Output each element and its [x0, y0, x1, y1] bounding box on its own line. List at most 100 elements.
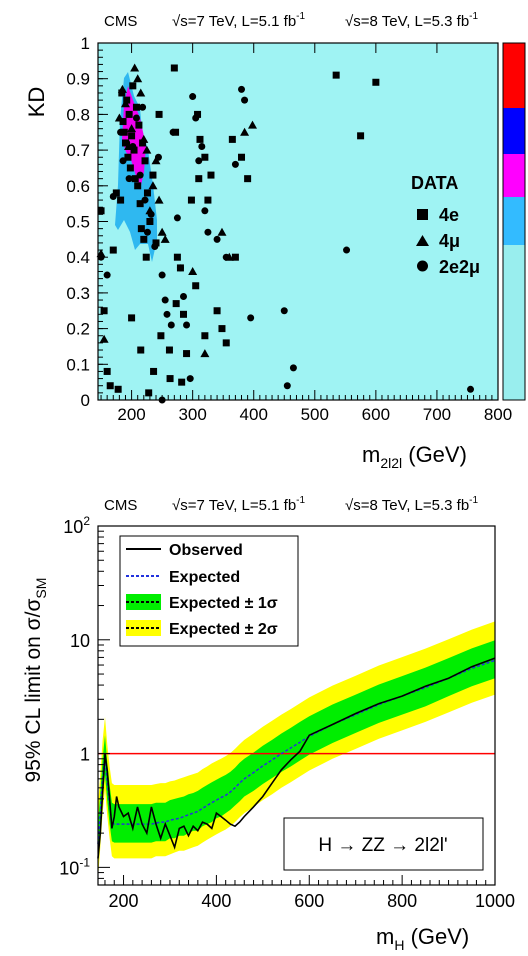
data-point-4e [165, 346, 173, 354]
data-point-4e [100, 307, 108, 315]
data-point-2e2mu [280, 307, 288, 315]
data-point-2e2mu [173, 214, 181, 222]
colorbar-segment [503, 43, 525, 108]
kd-x-axis-label: m2l2l (GeV) [362, 442, 467, 471]
limit-legend: Observed Expected Expected ± 1σ Expected… [119, 535, 299, 647]
data-point-4mu [127, 124, 137, 133]
legend-item-expected: Expected [126, 569, 240, 586]
data-point-4e [119, 118, 127, 126]
data-point-4e [170, 64, 178, 72]
data-point-4mu [200, 349, 210, 358]
data-point-4e [207, 171, 215, 179]
data-point-4e [140, 235, 148, 243]
kd-plot-background [98, 43, 498, 400]
y-tick-label: 0.7 [66, 141, 90, 160]
data-point-4mu [142, 145, 152, 154]
data-point-4e [195, 175, 203, 183]
data-point-4e [201, 153, 209, 161]
data-point-4e [114, 385, 122, 393]
data-point-2e2mu [147, 210, 155, 218]
data-point-2e2mu [143, 228, 151, 236]
expected-1sigma-band [98, 640, 495, 863]
data-point-4e [131, 175, 139, 183]
data-point-4e [166, 375, 174, 383]
data-point-4mu [130, 63, 140, 72]
data-point-4mu [160, 234, 170, 243]
data-point-2e2mu [136, 171, 144, 179]
data-point-4mu [240, 127, 250, 136]
data-point-4e [112, 189, 120, 197]
data-point-2e2mu [241, 96, 249, 104]
data-point-4e [125, 110, 133, 118]
kd-header-8tev: √s=8 TeV, L=5.3 fb-1 [345, 11, 479, 30]
data-point-4e [196, 135, 204, 143]
x-tick-label: 1000 [475, 891, 515, 911]
data-point-4e [137, 346, 145, 354]
data-point-4e [157, 332, 165, 340]
kd-panel: CMS √s=7 TeV, L=5.1 fb-1 √s=8 TeV, L=5.3… [24, 11, 526, 471]
data-point-2e2mu [343, 246, 351, 254]
kd-header-7tev: √s=7 TeV, L=5.1 fb-1 [172, 11, 306, 30]
data-point-4e [129, 82, 137, 90]
limit-header-7tev: √s=7 TeV, L=5.1 fb-1 [172, 495, 306, 514]
data-point-4mu [99, 334, 109, 343]
data-point-4e [132, 103, 140, 111]
data-point-4mu [157, 227, 167, 236]
legend-item-band1: Expected ± 1σ [126, 594, 278, 612]
limit-x-axis-label: mH (GeV) [376, 924, 469, 953]
data-point-4mu [133, 74, 143, 83]
y-tick-label: 0.1 [66, 355, 90, 374]
data-point-4e [106, 382, 114, 390]
legend-item-band2: Expected ± 2σ [126, 620, 278, 638]
legend-label: Expected [169, 569, 240, 586]
data-point-4mu [248, 120, 258, 129]
data-point-4e [179, 310, 187, 318]
data-point-2e2mu [109, 193, 117, 201]
y-tick-label: 0.5 [66, 213, 90, 232]
data-point-2e2mu [195, 157, 203, 165]
kd-y-axis-label: KD [24, 87, 49, 118]
data-point-4e [155, 110, 163, 118]
data-point-4e [357, 132, 365, 140]
process-annotation: H → ZZ → 2l2l' [283, 817, 484, 871]
data-point-4e [218, 325, 226, 333]
limit-plot-area [97, 621, 496, 879]
legend-label: Expected ± 2σ [169, 621, 278, 638]
legend-label: Observed [169, 542, 243, 559]
data-point-4e [126, 164, 134, 172]
data-point-4e [231, 253, 239, 261]
data-point-4e [137, 225, 145, 233]
data-point-4mu [139, 134, 149, 143]
data-point-2e2mu [238, 85, 246, 93]
x-tick-label: 700 [423, 405, 451, 424]
data-point-4e [228, 135, 236, 143]
process-annotation-text: H → ZZ → 2l2l' [318, 835, 447, 856]
data-point-2e2mu [167, 321, 175, 329]
data-point-4mu [188, 266, 198, 275]
data-point-2e2mu [103, 271, 111, 279]
colorbar-segment [503, 154, 525, 197]
x-tick-label: 600 [362, 405, 390, 424]
data-point-2e2mu [151, 242, 159, 250]
limit-y-axis-label: 95% CL limit on σ/σSM [22, 578, 49, 783]
data-point-4e [244, 175, 252, 183]
y-tick-label: 10-1 [59, 855, 90, 878]
data-point-4mu [154, 195, 164, 204]
legend-item-observed: Observed [126, 542, 243, 559]
kd-legend-label: 4μ [439, 231, 460, 251]
data-point-2e2mu [189, 93, 197, 101]
y-tick-label: 0.9 [66, 70, 90, 89]
data-point-4e [109, 246, 117, 254]
data-point-4mu [151, 156, 161, 165]
data-point-2e2mu [169, 128, 177, 136]
data-point-4e [123, 96, 131, 104]
colorbar-segment [503, 197, 525, 245]
colorbar-segment [503, 245, 525, 400]
process-annotation-box [283, 817, 484, 871]
x-tick-label: 800 [484, 405, 512, 424]
data-point-4e [128, 132, 136, 140]
limit-plot-frame [97, 525, 496, 886]
x-tick-label: 300 [178, 405, 206, 424]
data-point-2e2mu [123, 139, 131, 147]
data-point-2e2mu [117, 128, 125, 136]
